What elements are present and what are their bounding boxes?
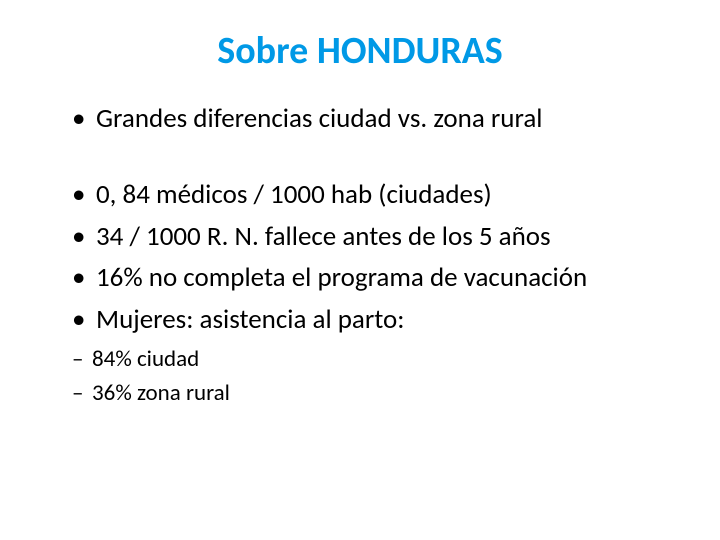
sub-list-item: 84% ciudad xyxy=(72,345,672,375)
list-item: Grandes diferencias ciudad vs. zona rura… xyxy=(72,102,672,136)
list-item: Mujeres: asistencia al parto: xyxy=(72,303,672,337)
list-item: 0, 84 médicos / 1000 hab (ciudades) xyxy=(72,178,672,212)
list-item: 34 / 1000 R. N. fallece antes de los 5 a… xyxy=(72,220,672,254)
list-item: 16% no completa el programa de vacunació… xyxy=(72,261,672,295)
sub-bullet-list: 84% ciudad 36% zona rural xyxy=(48,345,672,409)
sub-list-item: 36% zona rural xyxy=(72,379,672,409)
bullet-list: 0, 84 médicos / 1000 hab (ciudades) 34 /… xyxy=(48,178,672,337)
bullet-list: Grandes diferencias ciudad vs. zona rura… xyxy=(48,102,672,136)
slide-title: Sobre HONDURAS xyxy=(48,28,672,74)
spacer xyxy=(48,144,672,178)
